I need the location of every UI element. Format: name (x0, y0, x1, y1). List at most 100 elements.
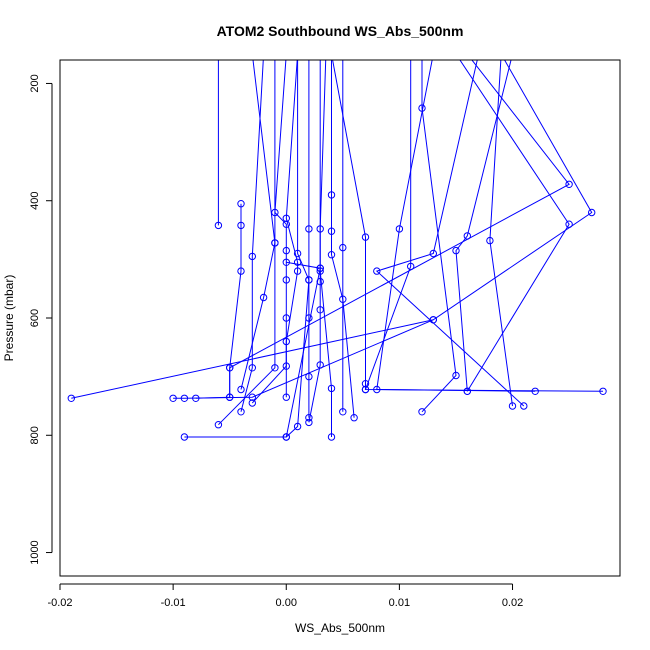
data-point-9-2 (316, 225, 324, 233)
data-point-1-2 (214, 221, 223, 230)
data-point-20-2 (463, 232, 471, 240)
data-point-16-3 (452, 371, 460, 380)
data-point-6-1 (294, 51, 300, 57)
y-tick-label: 600 (29, 309, 41, 327)
data-point-8-1 (317, 51, 323, 57)
series-line-23 (71, 60, 593, 399)
data-point-23-4 (67, 394, 76, 402)
data-point-5-2 (271, 208, 279, 217)
series-line-13 (218, 60, 276, 426)
series-line-21 (459, 60, 570, 392)
data-point-3-2 (248, 252, 257, 261)
data-point-12-2 (293, 249, 302, 258)
data-point-13-1 (249, 51, 255, 57)
y-axis-label: Pressure (mbar) (2, 275, 16, 362)
data-point-18-1 (475, 51, 481, 57)
data-point-17-4 (531, 387, 539, 395)
data-point-9-3 (316, 267, 324, 275)
plot-points (67, 51, 607, 441)
data-point-2-3 (237, 267, 245, 275)
data-point-13-3 (271, 364, 279, 372)
data-point-10-5 (339, 295, 347, 303)
chart-title: ATOM2 Southbound WS_Abs_500nm (217, 23, 464, 39)
data-point-15-4 (599, 387, 607, 395)
data-point-16-1 (419, 51, 425, 57)
data-point-13-4 (214, 421, 223, 429)
series-line-3 (240, 60, 264, 412)
x-tick-label: -0.01 (161, 597, 186, 609)
data-point-4-3 (259, 293, 268, 302)
data-point-25-1 (180, 433, 189, 441)
x-tick-label: 0.01 (389, 597, 410, 609)
data-point-7-5 (305, 372, 313, 381)
data-point-10-3 (327, 227, 336, 235)
series-line-15 (364, 60, 604, 392)
data-point-7-2 (305, 225, 313, 233)
x-axis-label: WS_Abs_500nm (295, 621, 385, 635)
x-axis: -0.02 -0.01 0.00 0.01 0.02 (47, 583, 523, 609)
data-point-9-4 (327, 384, 336, 393)
plot-frame (59, 59, 621, 577)
data-point-5-8 (248, 399, 257, 407)
data-point-3-3 (248, 364, 257, 372)
data-point-4-1 (272, 51, 278, 57)
series-line-12 (285, 60, 310, 438)
x-tick-label: 0.00 (276, 597, 297, 609)
data-point-4-4 (237, 385, 245, 394)
series-line-16 (421, 60, 457, 413)
data-point-7-6 (305, 414, 313, 422)
data-point-14-1 (328, 51, 334, 57)
data-point-18-2 (429, 249, 437, 258)
data-point-17-1 (430, 51, 436, 57)
data-point-24-4 (169, 394, 177, 402)
data-point-2-2 (237, 221, 245, 230)
data-point-6-3 (293, 258, 302, 266)
data-point-3-4 (237, 408, 245, 416)
series-line-17 (376, 60, 536, 392)
plot-lines (71, 60, 604, 438)
data-point-20-1 (509, 51, 515, 57)
data-point-15-3 (361, 385, 370, 394)
data-point-11-1 (340, 51, 346, 57)
y-tick-label: 1000 (29, 540, 41, 564)
data-point-15-2 (407, 262, 415, 271)
data-point-6-2 (282, 214, 290, 223)
data-point-22-3 (226, 364, 234, 372)
data-point-9-1 (323, 51, 329, 57)
data-point-8-4 (316, 306, 324, 314)
data-point-25-2 (282, 433, 290, 441)
y-tick-label: 800 (29, 426, 41, 444)
data-point-14-3 (361, 380, 370, 388)
y-tick-label: 200 (29, 74, 41, 92)
data-point-16-2 (418, 104, 426, 112)
data-point-12-3 (305, 276, 313, 284)
y-axis: 200 400 600 800 1000 (29, 74, 53, 565)
data-point-5-5 (282, 276, 290, 284)
series-line-9 (319, 60, 332, 437)
data-point-8-5 (316, 361, 324, 369)
y-tick-label: 400 (29, 192, 41, 210)
data-point-11-2 (339, 243, 347, 252)
data-point-11-3 (339, 408, 347, 416)
data-point-13-2 (271, 239, 279, 247)
data-point-8-3 (316, 277, 324, 286)
data-point-23-2 (588, 208, 596, 217)
data-point-1-1 (215, 51, 221, 57)
data-point-15-1 (408, 51, 414, 57)
series-line-2 (229, 203, 242, 398)
data-point-19-1 (498, 51, 504, 57)
series-line-6 (285, 60, 299, 398)
data-point-5-7 (282, 362, 290, 370)
series-line-25 (184, 261, 321, 438)
data-point-19-2 (486, 236, 494, 245)
data-point-8-6 (305, 418, 313, 427)
data-point-7-4 (305, 314, 313, 322)
data-point-23-1 (498, 51, 504, 57)
data-point-9-5 (327, 433, 336, 441)
data-point-18-3 (373, 267, 381, 275)
data-point-21-3 (463, 387, 471, 395)
data-point-3-1 (260, 51, 266, 57)
series-line-18 (375, 60, 525, 407)
data-point-22-1 (464, 51, 470, 57)
data-point-6-5 (282, 337, 290, 346)
